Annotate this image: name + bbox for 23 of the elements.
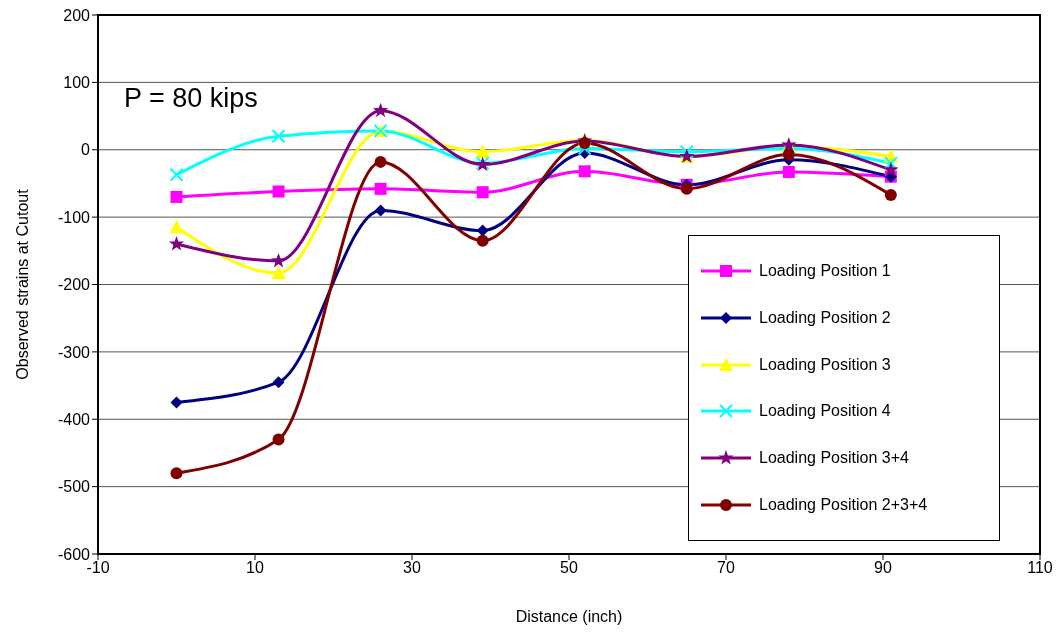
y-tick-label: -200 <box>57 276 91 294</box>
x-tick-label: 90 <box>874 559 892 577</box>
legend-label: Loading Position 3+4 <box>759 448 909 467</box>
y-tick-label: 0 <box>81 141 91 159</box>
annotation: P = 80 kips <box>124 83 258 114</box>
y-tick-label: 100 <box>63 74 91 92</box>
legend-label: Loading Position 3 <box>759 355 891 374</box>
y-tick-label: -300 <box>57 343 91 361</box>
y-tick-label: 200 <box>63 6 91 24</box>
x-tick-label: 50 <box>560 559 578 577</box>
x-axis-title: Distance (inch) <box>515 608 623 625</box>
x-tick-label: 70 <box>717 559 735 577</box>
y-axis-title: Observed strains at Cutout <box>14 188 31 380</box>
legend-label: Loading Position 1 <box>759 262 891 281</box>
x-tick-label: 30 <box>403 559 421 577</box>
legend-label: Loading Position 2 <box>759 308 891 327</box>
y-tick-label: -500 <box>57 478 91 496</box>
x-tick-label: 10 <box>246 559 264 577</box>
y-tick-label: -400 <box>57 410 91 428</box>
legend-label: Loading Position 4 <box>759 402 891 421</box>
y-tick-label: -100 <box>57 208 91 226</box>
x-tick-label: 110 <box>1027 559 1053 577</box>
legend-label: Loading Position 2+3+4 <box>759 495 928 514</box>
